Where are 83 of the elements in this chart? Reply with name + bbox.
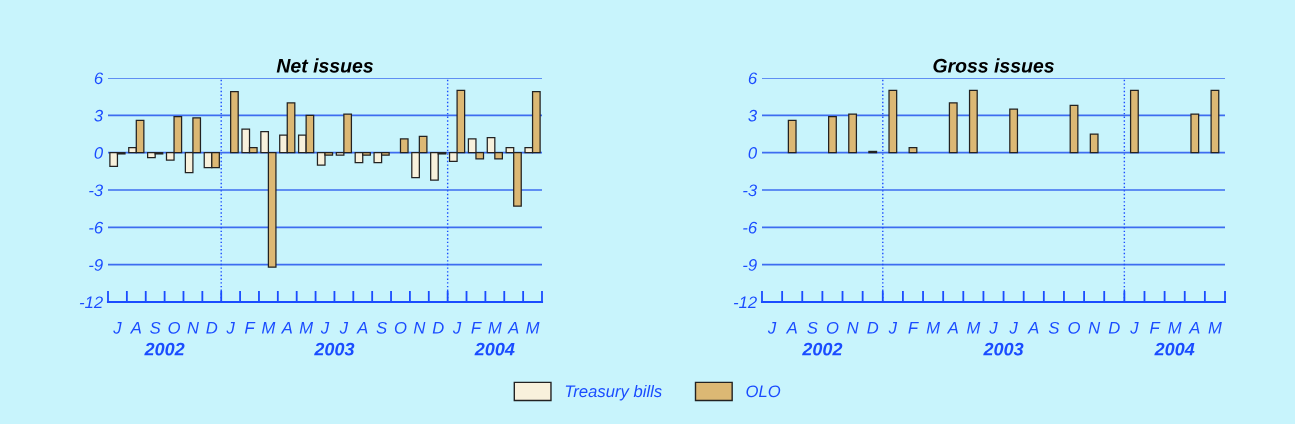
x-tick-label: J — [888, 322, 898, 334]
x-tick-label: F — [1149, 322, 1161, 334]
x-tick-label: S — [1048, 321, 1060, 334]
x-tick-label: N — [187, 322, 199, 334]
x-tick-label: O — [1068, 321, 1081, 334]
x-tick-label: M — [1168, 322, 1182, 334]
x-tick-label: N — [1088, 322, 1101, 334]
text: 2003 — [314, 342, 355, 356]
y-tick-label: -3 — [743, 184, 757, 197]
chart-title: Gross issues — [933, 58, 1054, 73]
text: 2004 — [1154, 342, 1195, 356]
x-tick-label: A — [129, 322, 141, 334]
bar — [948, 102, 958, 154]
x-tick-label: A — [507, 322, 519, 334]
x-tick-label: F — [908, 322, 919, 334]
chart-title: Net issues — [276, 58, 373, 73]
x-tick-label: N — [413, 322, 426, 334]
x-tick-label: J — [1130, 322, 1139, 334]
x-tick-label: M — [926, 322, 941, 334]
bar — [1210, 89, 1220, 154]
x-tick-label: J — [113, 322, 122, 334]
bar — [848, 113, 858, 154]
x-tick-label: S — [150, 321, 161, 334]
x-tick-label: A — [280, 322, 292, 334]
x-tick-label: S — [376, 321, 387, 334]
bar — [1089, 133, 1099, 154]
x-tick-label: J — [767, 322, 777, 334]
bar — [1190, 113, 1200, 154]
x-tick-label: A — [1027, 322, 1039, 334]
x-tick-label: A — [356, 322, 368, 334]
x-tick-label: D — [432, 322, 444, 334]
x-tick-label: J — [989, 322, 998, 334]
y-tick-label: 6 — [748, 72, 758, 85]
x-tick-label: A — [1188, 322, 1200, 334]
x-tick-label: S — [807, 321, 818, 334]
x-tick-label: M — [1208, 322, 1222, 334]
x-tick-label: O — [394, 321, 407, 334]
text: 2004 — [474, 342, 515, 356]
y-tick-label: 3 — [748, 109, 757, 122]
y-tick-label: -12 — [733, 296, 757, 309]
legend-label: OLO — [746, 385, 781, 398]
bar — [230, 91, 239, 154]
x-tick-label: O — [168, 321, 181, 334]
bar — [828, 115, 837, 154]
bar — [968, 89, 978, 154]
bar — [1009, 108, 1019, 154]
x-tick-label: F — [471, 322, 482, 334]
bar — [399, 138, 409, 154]
bar — [1129, 89, 1139, 154]
x-tick-label: J — [320, 322, 330, 334]
x-tick-label: J — [1009, 322, 1018, 334]
bar — [888, 89, 898, 154]
y-tick-label: 3 — [94, 109, 103, 122]
text: 2002 — [802, 342, 843, 356]
x-tick-label: F — [244, 322, 256, 334]
y-tick-label: -6 — [89, 221, 104, 234]
x-tick-label: J — [452, 322, 462, 334]
x-tick-label: J — [339, 322, 349, 334]
bar — [787, 119, 797, 154]
x-tick-label: M — [488, 322, 502, 334]
x-tick-label: A — [946, 322, 958, 334]
legend-label: Treasury bills — [565, 384, 662, 401]
y-tick-label: -9 — [743, 259, 757, 271]
y-tick-label: -9 — [89, 259, 103, 271]
x-tick-label: A — [785, 322, 797, 334]
x-tick-label: N — [847, 322, 859, 334]
x-tick-label: D — [867, 322, 879, 334]
text: 2002 — [144, 342, 185, 356]
x-tick-label: M — [526, 322, 540, 334]
x-tick-label: M — [966, 322, 981, 334]
x-tick-label: J — [226, 322, 235, 334]
x-tick-label: M — [261, 322, 276, 334]
x-tick-label: O — [826, 321, 839, 334]
x-tick-label: D — [206, 322, 218, 334]
x-tick-label: M — [299, 322, 314, 334]
y-tick-label: 6 — [94, 72, 104, 85]
text: 2003 — [983, 342, 1024, 356]
y-tick-label: -12 — [79, 296, 103, 309]
x-tick-label: D — [1108, 322, 1120, 334]
y-tick-label: -6 — [743, 221, 758, 234]
y-tick-label: 0 — [94, 147, 103, 159]
y-tick-label: 0 — [748, 147, 757, 159]
y-tick-label: -3 — [89, 184, 103, 197]
